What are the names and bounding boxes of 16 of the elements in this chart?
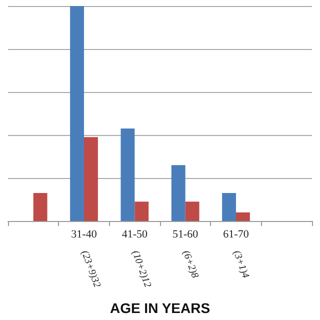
bar (84, 137, 98, 221)
text: (3+1)4 (230, 249, 251, 280)
bar (185, 202, 200, 221)
x-tick-label: 41-50 (122, 228, 148, 240)
bar (33, 193, 48, 221)
x-tick-label: 51-60 (172, 228, 199, 240)
text: (6+2)8 (180, 249, 200, 280)
bar (70, 6, 84, 221)
x-tick-label: 61-70 (223, 228, 250, 240)
bar (120, 128, 135, 221)
x-tick-label: 31-40 (71, 228, 98, 240)
x-axis-title: AGE IN YEARS (110, 300, 210, 316)
bar (236, 212, 250, 221)
bar (134, 202, 149, 221)
bar (171, 165, 186, 221)
bar (222, 193, 236, 221)
